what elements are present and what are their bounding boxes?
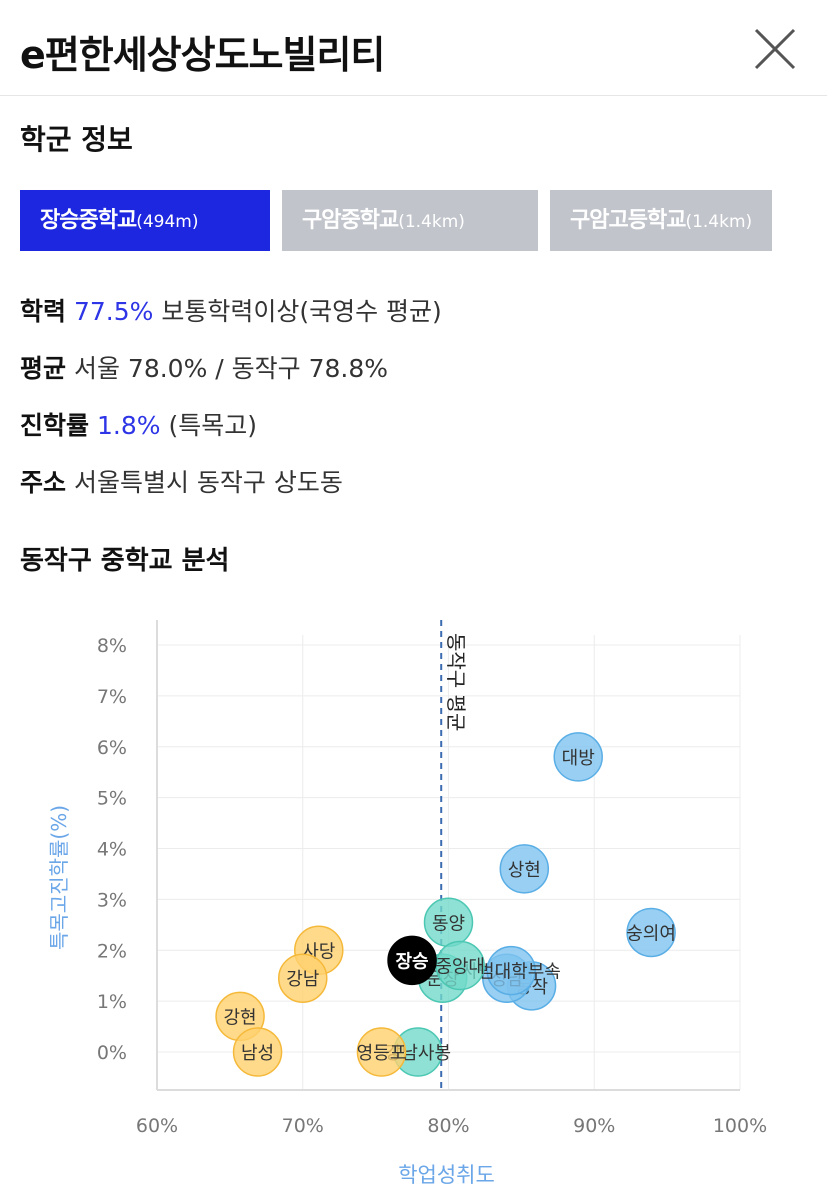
x-tick-label: 90% <box>573 1115 615 1137</box>
advance-label: 진학률 <box>20 411 90 440</box>
y-tick-label: 2% <box>97 940 127 962</box>
y-tick-label: 7% <box>97 686 127 708</box>
x-axis-title: 학업성취도 <box>398 1163 495 1187</box>
bubble-label: 상현 <box>508 860 541 881</box>
achievement-value: 77.5% <box>73 297 154 326</box>
average-row: 평균 서울 78.0% / 동작구 78.8% <box>20 349 388 385</box>
y-tick-label: 1% <box>97 991 127 1013</box>
school-tabs: 장승중학교(494m) 구암중학교(1.4km) 구암고등학교(1.4km) <box>20 190 778 251</box>
y-tick-label: 5% <box>97 788 127 810</box>
advance-desc: (특목고) <box>168 411 257 440</box>
y-tick-label: 4% <box>97 839 127 861</box>
advance-row: 진학률 1.8% (특목고) <box>20 406 257 442</box>
tab-distance: (1.4km) <box>398 212 465 232</box>
bubble-숭의여 <box>626 907 676 958</box>
bubble-사범대학부속 <box>486 945 536 996</box>
bubble-장승 <box>387 935 437 986</box>
y-tick-label: 6% <box>97 737 127 759</box>
x-tick-label: 60% <box>136 1115 178 1137</box>
bubble-label: 대방 <box>562 748 595 769</box>
bubble-남성 <box>232 1027 283 1077</box>
achievement-row: 학력 77.5% 보통학력이상(국영수 평균) <box>20 292 442 328</box>
y-axis-title: 특목고진학률(%) <box>47 805 71 950</box>
close-icon[interactable] <box>752 26 798 72</box>
section-title: 학군 정보 <box>20 123 133 156</box>
tab-distance: (494m) <box>136 212 199 232</box>
header: e편한세상상도노빌리티 <box>0 0 827 96</box>
bubble-상현 <box>499 844 550 894</box>
advance-value: 1.8% <box>96 411 161 440</box>
tab-label: 장승중학교 <box>40 208 137 233</box>
y-tick-label: 3% <box>97 889 127 911</box>
bubble-label: 강현 <box>224 1007 257 1028</box>
achievement-desc: 보통학력이상(국영수 평균) <box>161 297 442 326</box>
bubble-label: 남성 <box>241 1043 274 1064</box>
address-label: 주소 <box>20 468 67 497</box>
reference-line-label: 동작구 평균 <box>444 633 468 731</box>
x-tick-label: 70% <box>282 1115 324 1137</box>
y-tick-label: 0% <box>97 1042 127 1064</box>
bubble-영등포 <box>356 1027 407 1077</box>
tab-label: 구암고등학교 <box>570 208 686 233</box>
bubble-label: 장승 <box>396 951 429 972</box>
average-label: 평균 <box>20 354 67 383</box>
chart-section-title: 동작구 중학교 분석 <box>20 546 230 576</box>
bubble-label: 영등포 <box>357 1043 407 1064</box>
bubble-label: 강남 <box>286 969 319 990</box>
average-text: 서울 78.0% / 동작구 78.8% <box>73 354 389 383</box>
tab-school-2[interactable]: 구암중학교(1.4km) <box>282 190 538 251</box>
scatter-chart: 0% 1% 2% 3% 4% 5% 6% 7% 8% 60% 70% 80% 90% 100% 학업성취도 특… <box>47 620 767 1187</box>
tab-school-3[interactable]: 구암고등학교(1.4km) <box>550 190 773 251</box>
y-tick-label: 8% <box>97 635 127 657</box>
address-row: 주소 서울특별시 동작구 상도동 <box>20 463 343 499</box>
bubble-강남 <box>278 953 328 1003</box>
bubble-대방 <box>553 732 603 782</box>
page-title: e편한세상상도노빌리티 <box>20 33 385 77</box>
tab-label: 구암중학교 <box>302 208 399 233</box>
tab-distance: (1.4km) <box>685 212 753 232</box>
address-text: 서울특별시 동작구 상도동 <box>73 468 343 497</box>
bubble-label: 사범대학부속 <box>461 962 560 983</box>
tab-school-1[interactable]: 장승중학교(494m) <box>20 190 270 251</box>
achievement-label: 학력 <box>20 297 67 326</box>
bubble-label: 동양 <box>432 913 465 934</box>
bubble-label: 숭의여 <box>626 923 676 944</box>
x-tick-label: 100% <box>713 1115 767 1137</box>
bubble-label: 중앙대 <box>435 957 485 978</box>
x-tick-label: 80% <box>427 1115 469 1137</box>
